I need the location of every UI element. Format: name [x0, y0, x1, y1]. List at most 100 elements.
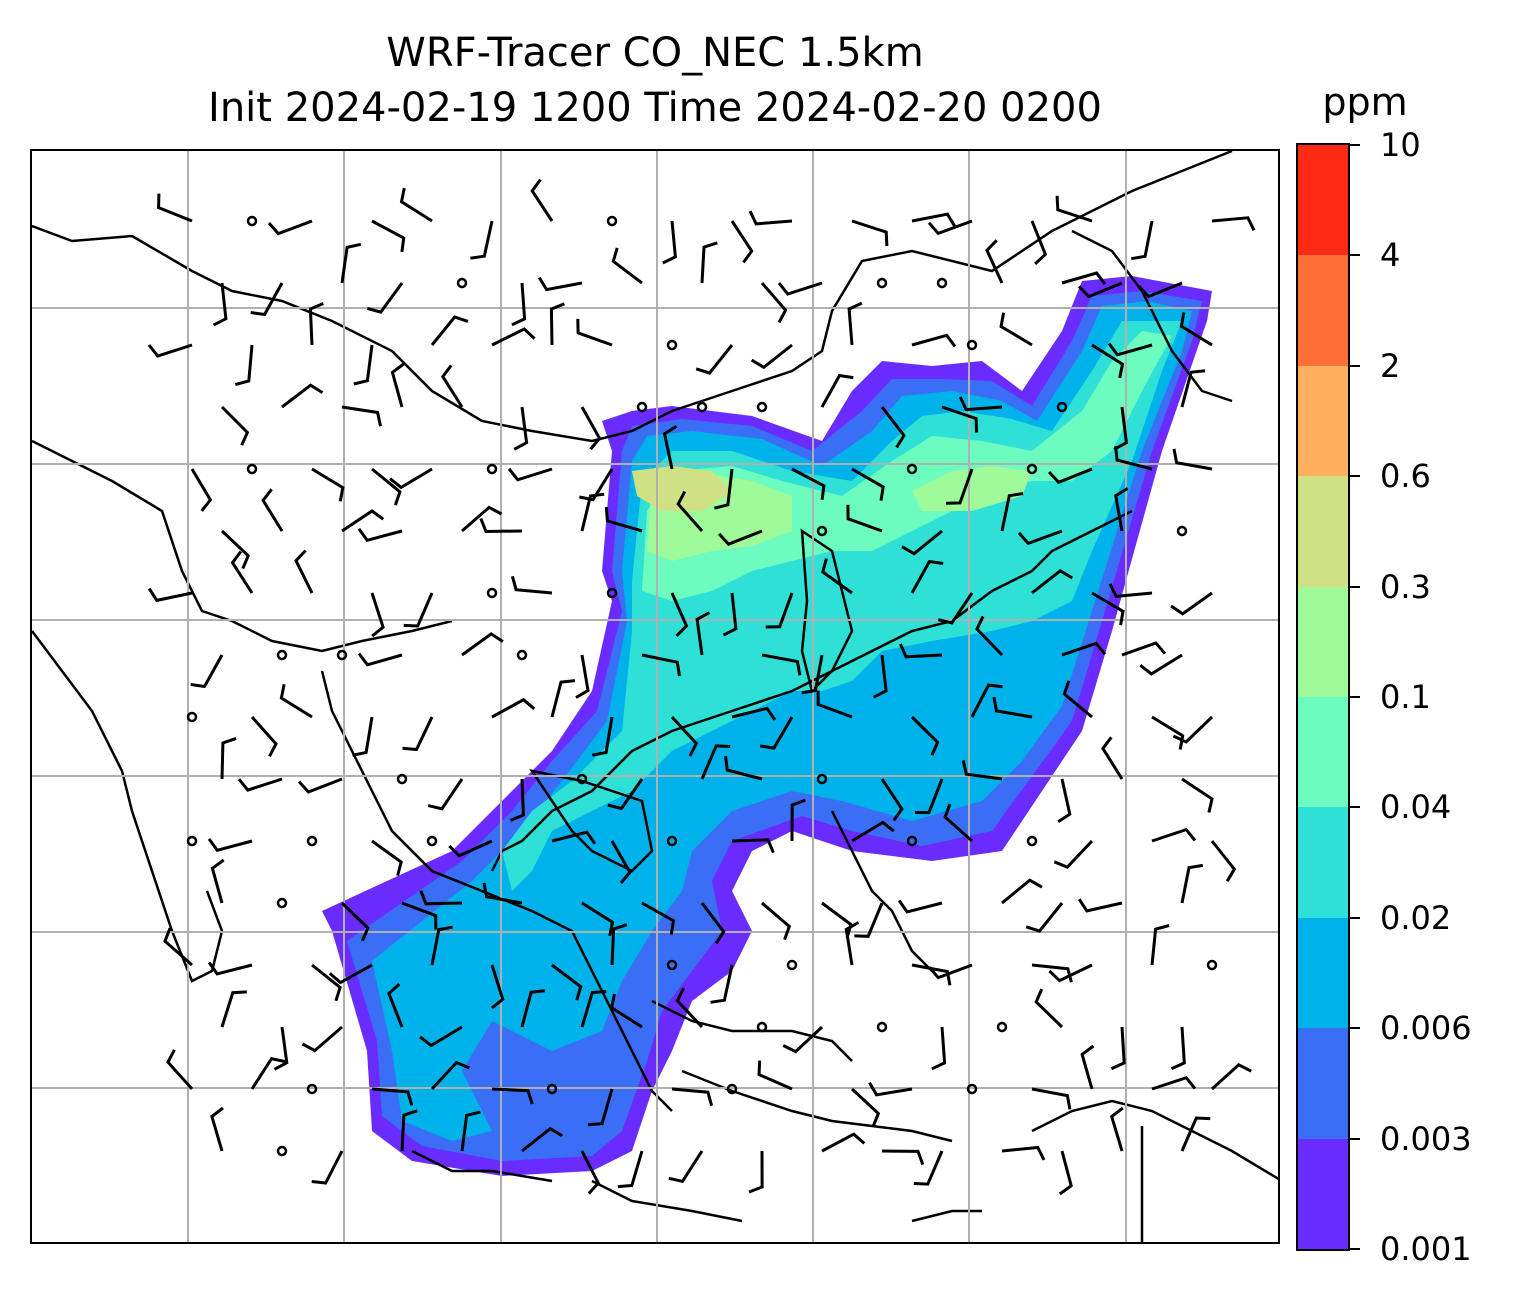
- wind-barb: [592, 716, 614, 757]
- wind-barb: [207, 961, 253, 976]
- calm-marker: [876, 1021, 888, 1033]
- wind-barb: [791, 467, 826, 500]
- wind-barb: [387, 982, 404, 1028]
- wind-barb: [1170, 1026, 1186, 1071]
- wind-barb: [371, 219, 406, 253]
- wind-barb: [670, 592, 689, 637]
- wind-barb: [722, 592, 738, 637]
- wind-barb: [1151, 827, 1197, 843]
- colorbar-label: 0.04: [1380, 788, 1452, 827]
- wind-barb: [550, 679, 576, 718]
- wind-barb: [220, 736, 237, 780]
- wind-barb: [1150, 924, 1170, 966]
- wind-barb: [731, 838, 775, 854]
- wind-barb: [1034, 988, 1064, 1029]
- wind-barb: [1047, 467, 1093, 485]
- wind-barb: [513, 406, 529, 451]
- wind-barb: [1109, 1106, 1124, 1152]
- map-frame[interactable]: [30, 149, 1280, 1244]
- wind-barb: [765, 592, 794, 629]
- wind-barb: [491, 697, 536, 719]
- wind-barb: [1113, 406, 1129, 451]
- wind-barb: [510, 575, 553, 595]
- wind-barb: [267, 219, 313, 236]
- calm-marker: [546, 1083, 558, 1095]
- wind-barb: [761, 901, 792, 941]
- wind-barb: [371, 839, 403, 876]
- calm-marker: [1206, 959, 1218, 971]
- colorbar-label: 0.3: [1380, 567, 1431, 606]
- wind-barb: [220, 529, 250, 570]
- wind-barb: [610, 840, 632, 884]
- wind-barb: [163, 927, 193, 967]
- colorbar-label: 0.006: [1380, 1009, 1472, 1048]
- calm-marker: [726, 1083, 738, 1095]
- wind-barb: [370, 592, 385, 638]
- wind-barb: [675, 987, 704, 1029]
- wind-barb: [1180, 1116, 1211, 1152]
- wind-barb: [1210, 840, 1237, 882]
- title-line1: WRF-Tracer CO_NEC 1.5km: [386, 30, 924, 76]
- calm-marker: [756, 401, 768, 413]
- gridlines: [32, 151, 1278, 1242]
- wind-barb: [1181, 777, 1214, 813]
- wind-barb: [580, 1150, 601, 1195]
- wind-barb: [641, 653, 681, 677]
- wind-barb: [607, 778, 644, 811]
- wind-barb: [147, 587, 193, 603]
- wind-barb: [419, 1025, 463, 1048]
- wind-barb: [511, 282, 527, 327]
- wind-barb: [157, 193, 193, 223]
- colorbar-segment: [1298, 475, 1348, 587]
- wind-barb: [943, 803, 973, 843]
- wind-barb: [617, 1150, 644, 1189]
- wind-barb: [873, 654, 888, 699]
- wind-barb: [945, 468, 974, 505]
- wind-barb: [448, 839, 493, 858]
- wind-barb: [311, 963, 342, 1002]
- wind-barb: [668, 1150, 704, 1183]
- wind-barb: [461, 505, 503, 533]
- wind-barb: [1031, 568, 1074, 595]
- wind-barb: [854, 902, 884, 938]
- wind-barb: [880, 406, 906, 449]
- wind-barb: [821, 1132, 866, 1153]
- calm-marker: [816, 773, 828, 785]
- calm-marker: [276, 1145, 288, 1157]
- wind-barb: [549, 302, 565, 346]
- colorbar-tick: [1350, 696, 1360, 698]
- wind-barb: [520, 989, 546, 1028]
- colorbar-tick: [1350, 144, 1360, 146]
- wind-barb: [970, 683, 1003, 718]
- wind-barb: [717, 529, 763, 546]
- wind-barb: [748, 1150, 764, 1194]
- wind-barb: [730, 220, 754, 264]
- colorbar-tick: [1350, 1137, 1360, 1140]
- calm-marker: [516, 649, 528, 661]
- wind-barb: [301, 1025, 343, 1053]
- wind-barb: [1110, 1026, 1126, 1071]
- calm-marker: [936, 277, 948, 289]
- colorbar-tick: [1350, 585, 1360, 588]
- calm-marker: [1026, 463, 1038, 475]
- wind-barb: [1114, 446, 1153, 471]
- wind-barb: [851, 219, 889, 247]
- calm-marker: [906, 835, 918, 847]
- wind-barb: [580, 990, 607, 1028]
- calm-wind-markers: [186, 215, 1218, 1157]
- calm-marker: [966, 339, 978, 351]
- wind-barb: [470, 220, 494, 260]
- wind-barb: [777, 281, 823, 296]
- wind-barb: [750, 343, 793, 370]
- calm-marker: [816, 525, 828, 537]
- calm-marker: [636, 401, 648, 413]
- wind-barb: [975, 615, 1004, 657]
- calm-marker: [606, 215, 618, 227]
- wind-barb: [430, 315, 469, 346]
- wind-barb: [210, 858, 225, 904]
- calm-marker: [606, 587, 618, 599]
- wind-barb: [551, 963, 583, 1001]
- calm-marker: [786, 959, 798, 971]
- wind-barb: [1061, 641, 1107, 657]
- wind-barb: [937, 592, 974, 625]
